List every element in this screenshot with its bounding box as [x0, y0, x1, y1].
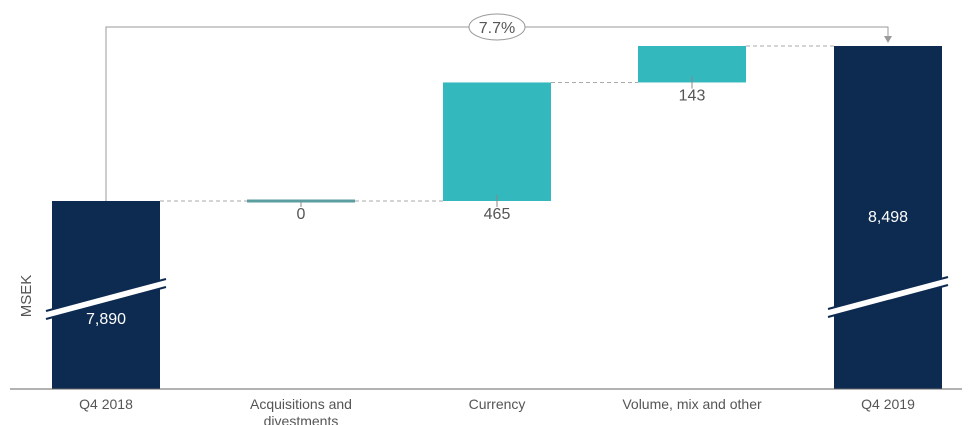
bar-delta-3	[638, 46, 746, 83]
value-labels-layer: 7,890 0 465 143 8,498	[86, 87, 908, 328]
y-axis-label: MSEK	[18, 275, 35, 318]
connectors-layer	[160, 45, 834, 202]
change-arrow-head	[884, 36, 892, 43]
x-tick-label-1: Acquisitions and	[250, 396, 352, 412]
axis-break-line-0	[45, 286, 167, 320]
value-label-4: 8,498	[868, 209, 908, 226]
value-label-0: 7,890	[86, 311, 126, 328]
bar-delta-2	[443, 82, 551, 201]
x-tick-label-1: divestments	[264, 413, 339, 425]
x-tick-label-0: Q4 2018	[79, 396, 133, 412]
axis-break-gap-4	[828, 277, 948, 317]
value-label-2: 465	[484, 206, 511, 223]
x-tick-label-4: Q4 2019	[861, 396, 915, 412]
value-label-1: 0	[297, 206, 306, 223]
axis-break-line-0	[45, 278, 167, 312]
x-tick-label-3: Volume, mix and other	[622, 396, 762, 412]
change-badge	[468, 13, 526, 41]
axis-break-line-4	[827, 276, 949, 310]
axis-break-line-4	[827, 284, 949, 318]
axis-break-gap-0	[46, 279, 166, 319]
bar-total-4	[834, 46, 942, 389]
change-indicator: 7.7%	[105, 13, 892, 201]
x-tick-label-2: Currency	[469, 396, 526, 412]
bars-layer	[45, 46, 949, 389]
change-label: 7.7%	[479, 20, 515, 37]
value-label-3: 143	[679, 87, 706, 104]
